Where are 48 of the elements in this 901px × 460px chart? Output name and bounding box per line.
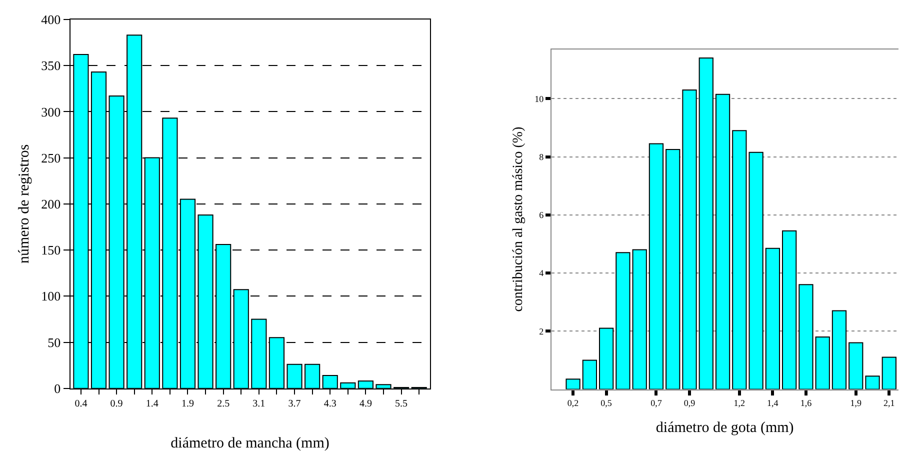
bar <box>666 149 680 390</box>
y-axis-title: número de registros <box>16 144 32 264</box>
y-tick-label: 4 <box>539 268 544 278</box>
x-tick-label: 1,4 <box>767 398 779 408</box>
bar <box>782 230 797 390</box>
y-tick-label: 10 <box>534 94 544 104</box>
x-tick-label: 0,7 <box>650 398 662 408</box>
x-tick-label: 0,9 <box>684 398 696 408</box>
bar <box>815 336 830 390</box>
x-tick-label: 3.7 <box>288 398 301 410</box>
x-tick-label: 4.9 <box>359 398 372 410</box>
y-tick-label: 8 <box>539 152 544 162</box>
y-tick-label: 2 <box>539 326 544 336</box>
y-tick-label: 300 <box>41 104 61 120</box>
x-axis-title: diámetro de mancha (mm) <box>170 435 330 452</box>
bar <box>715 94 730 390</box>
x-tick-label: 2.5 <box>217 398 230 410</box>
y-tick-label: 100 <box>41 288 61 304</box>
x-tick-label: 1,2 <box>734 398 746 408</box>
x-axis-title: diámetro de gota (mm) <box>656 420 794 436</box>
x-tick-label: 0.4 <box>74 398 88 410</box>
y-tick-label: 200 <box>41 196 61 212</box>
x-tick-label: 1.4 <box>146 398 158 410</box>
x-tick-label: 5.5 <box>395 398 408 410</box>
y-tick-label: 250 <box>41 150 61 166</box>
x-tick-label: 1,6 <box>800 398 812 408</box>
x-tick-label: 3.1 <box>252 398 266 410</box>
bar <box>632 249 647 390</box>
bar <box>832 310 847 390</box>
x-tick-label: 0,5 <box>600 398 612 408</box>
y-axis-title: contribución al gasto másico (%) <box>511 126 526 312</box>
x-tick-label: 1.9 <box>181 398 194 410</box>
x-tick-label: 0,2 <box>567 398 579 408</box>
y-tick-label: 150 <box>41 242 61 258</box>
x-tick-label: 1,9 <box>850 398 862 408</box>
y-tick-label: 350 <box>41 58 61 74</box>
y-tick-label: 0 <box>54 380 61 396</box>
y-tick-label: 6 <box>539 210 544 220</box>
bar <box>616 252 630 390</box>
bar <box>748 152 764 390</box>
bar <box>698 57 714 390</box>
x-tick-label: 4.3 <box>324 398 336 410</box>
x-tick-label: 0.9 <box>110 398 123 410</box>
y-tick-label: 400 <box>41 12 61 28</box>
y-tick-label: 50 <box>48 334 61 350</box>
x-tick-label: 2,1 <box>884 398 895 408</box>
bar <box>582 360 597 390</box>
bar <box>865 376 880 390</box>
